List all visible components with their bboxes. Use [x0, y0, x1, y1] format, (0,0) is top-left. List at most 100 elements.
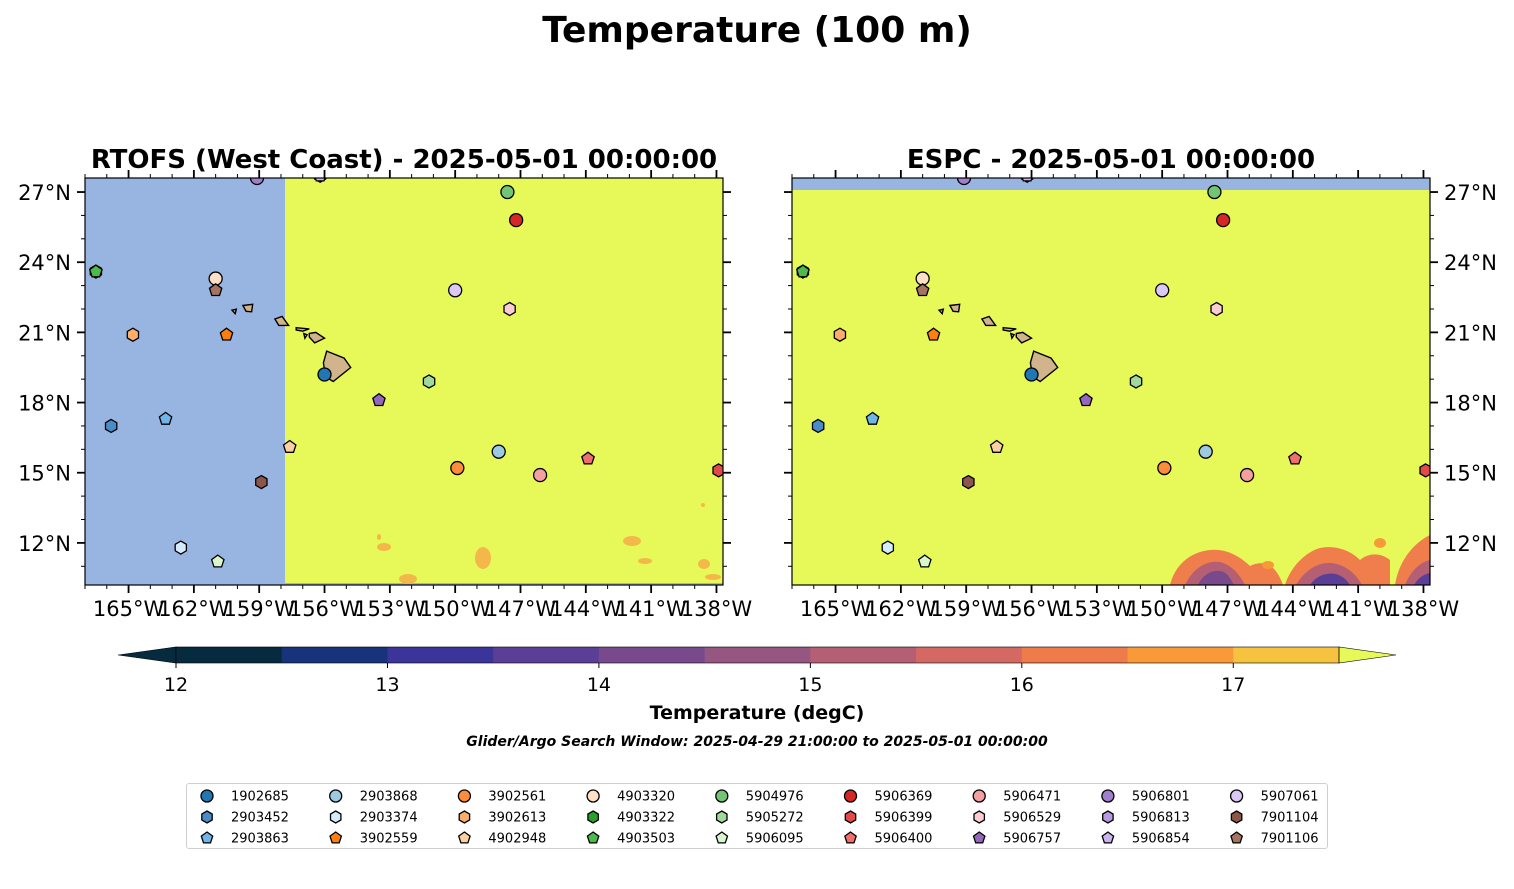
y-tick-label: 18°N [1444, 392, 1497, 416]
legend-item-4903320: 4903320 [586, 789, 675, 805]
x-tick-label: 138°W [681, 597, 753, 621]
x-tick-label: 153°W [1061, 597, 1133, 621]
legend-marker-icon [844, 831, 857, 844]
y-tick-label: 24°N [1444, 251, 1497, 275]
colorbar-bin [1127, 647, 1234, 663]
float-marker-5907061 [1155, 283, 1170, 298]
legend-label: 3902613 [488, 811, 546, 826]
legend-marker-icon [715, 810, 728, 824]
legend-label: 5906801 [1132, 790, 1190, 805]
float-marker-5906854 [1021, 178, 1033, 182]
y-tick-label: 27°N [1444, 181, 1497, 205]
legend-marker-icon [329, 831, 343, 844]
island-outline [948, 303, 961, 313]
float-marker-5904976 [500, 184, 515, 200]
legend-label: 5906813 [1132, 811, 1190, 826]
legend-entries: 1902685 2903452 2903863 2903868 2903374 39025… [200, 789, 1319, 847]
island-outline [1015, 331, 1033, 344]
legend-marker-icon [587, 810, 599, 824]
legend-marker-icon [458, 810, 471, 824]
float-marker-3902561 [450, 460, 465, 476]
colorbar-tick-label: 16 [1010, 674, 1034, 696]
float-marker-5906095 [210, 554, 225, 568]
colorbar-over-extend [1338, 646, 1397, 664]
float-marker-7901106 [208, 282, 223, 297]
legend-label: 5906399 [875, 811, 933, 826]
x-tick-label: 156°W [996, 597, 1068, 621]
y-tick-label: 12°N [18, 532, 71, 556]
x-tick-label: 150°W [419, 597, 491, 621]
legend-item-2903868: 2903868 [329, 789, 418, 805]
legend-label: 2903374 [360, 811, 418, 826]
x-tick-label: 138°W [1388, 597, 1460, 621]
legend-label: 2903863 [231, 832, 289, 847]
legend-item-5906529: 5906529 [973, 810, 1061, 826]
figure-title: Temperature (100 m) [542, 10, 972, 51]
float-marker-5906471 [1239, 467, 1255, 483]
legend-label: 5906471 [1003, 790, 1061, 805]
float-marker-5904976 [1207, 184, 1222, 200]
colorbar-tick-label: 14 [587, 674, 611, 696]
float-marker-2903863 [158, 411, 173, 425]
axes-frame-espc [791, 177, 1431, 586]
legend-item-4902948: 4902948 [457, 831, 546, 847]
float-marker-4903503 [88, 264, 103, 278]
legend-item-5906399: 5906399 [844, 810, 933, 826]
legend-marker-icon [200, 831, 214, 844]
x-tick-label: 159°W [224, 597, 296, 621]
float-marker-5906529 [1210, 301, 1223, 317]
float-marker-2903452 [104, 418, 118, 434]
legend-label: 5905272 [746, 811, 804, 826]
float-marker-3902613 [126, 327, 140, 342]
colorbar-bin [598, 647, 706, 663]
x-tick-label: 144°W [550, 597, 622, 621]
legend-marker-icon [1101, 789, 1115, 803]
legend-item-2903863: 2903863 [200, 831, 289, 847]
float-marker-5906529 [503, 301, 516, 317]
legend-item-4903503: 4903503 [586, 831, 675, 847]
colorbar-bin [810, 647, 917, 663]
colorbar-tick-label: 12 [164, 674, 188, 696]
legend-item-5906400: 5906400 [844, 831, 932, 847]
legend-marker-icon [201, 810, 213, 824]
legend-label: 2903868 [360, 790, 418, 805]
legend-item-5906854: 5906854 [1101, 831, 1190, 847]
legend-item-2903374: 2903374 [329, 810, 418, 826]
y-tick-label: 21°N [1444, 321, 1497, 345]
cool-patches-espc [1170, 535, 1430, 585]
legend-marker-icon [715, 789, 729, 803]
float-marker-4902948 [989, 439, 1004, 453]
legend-label: 4903320 [617, 790, 675, 805]
colorbar-under-extend [117, 646, 177, 664]
legend-item-5906471: 5906471 [972, 789, 1061, 805]
float-marker-3902559 [926, 327, 941, 341]
colorbar-bin [176, 647, 283, 663]
float-marker-2903868 [491, 444, 506, 459]
x-tick-label: 165°W [93, 597, 165, 621]
island-outline [295, 326, 310, 332]
legend-label: 5906757 [1003, 832, 1061, 847]
legend-marker-icon [973, 810, 986, 824]
legend-label: 3902561 [488, 790, 546, 805]
legend-marker-icon [715, 831, 729, 844]
float-marker-2903863 [865, 411, 880, 425]
legend-item-3902559: 3902559 [329, 831, 418, 847]
legend-marker-icon [457, 789, 472, 803]
legend-label: 1902685 [231, 790, 289, 805]
legend-label: 5906095 [746, 832, 804, 847]
colorbar: 12 13 14 15 16 17 [117, 646, 1397, 696]
x-tick-label: 141°W [1322, 597, 1394, 621]
x-tick-label: 147°W [485, 597, 557, 621]
legend-item-5905272: 5905272 [715, 810, 804, 826]
float-marker-5905272 [422, 374, 436, 389]
float-marker-1902685 [1024, 367, 1039, 382]
float-marker-2903374 [174, 540, 188, 555]
colorbar-bin [281, 647, 388, 663]
legend-item-5904976: 5904976 [715, 789, 804, 805]
panel-rtofs: RTOFS (West Coast) - 2025-05-01 00:00:00… [18, 145, 752, 621]
float-marker-2903452 [811, 418, 825, 434]
island-outline [302, 332, 309, 340]
y-tick-label: 15°N [1444, 462, 1497, 486]
axes-frame-rtofs [84, 177, 724, 586]
y-tick-label: 27°N [18, 181, 71, 205]
